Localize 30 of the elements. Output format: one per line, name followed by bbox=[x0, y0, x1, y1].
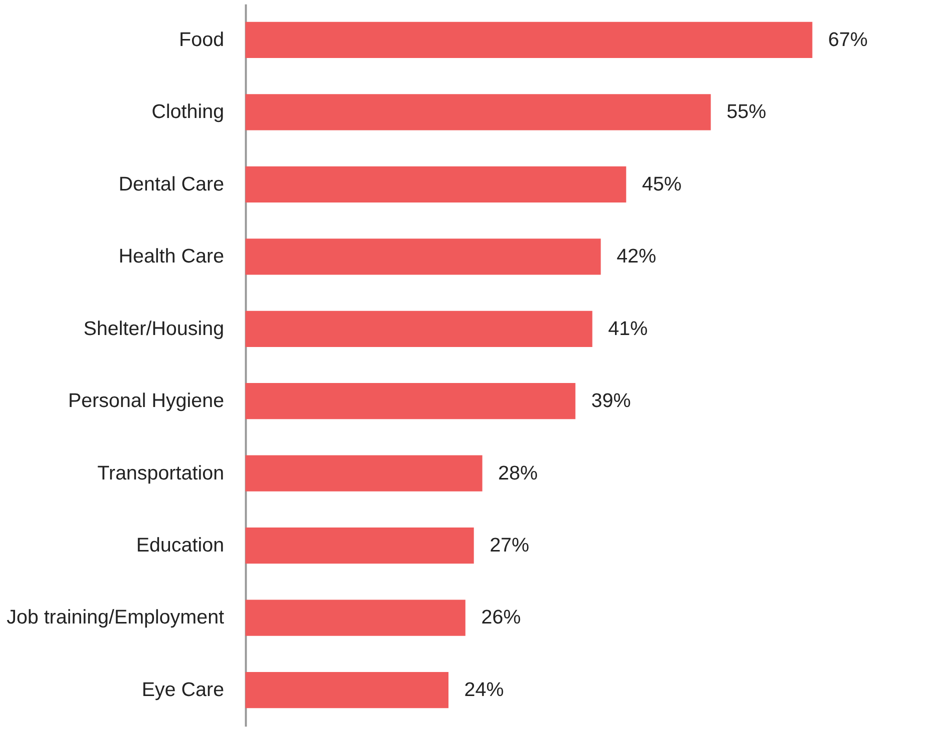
y-tick-label: Clothing bbox=[152, 101, 224, 124]
bar bbox=[245, 94, 711, 130]
bar bbox=[245, 455, 482, 492]
y-tick-label: Education bbox=[136, 534, 224, 557]
data-label: 28% bbox=[498, 462, 538, 484]
data-label: 42% bbox=[616, 246, 656, 268]
bar bbox=[245, 672, 448, 708]
data-label: 24% bbox=[464, 678, 504, 701]
data-label: 39% bbox=[591, 390, 631, 412]
bar bbox=[245, 383, 576, 420]
y-tick-label: Personal Hygiene bbox=[68, 390, 224, 412]
bar bbox=[245, 528, 474, 564]
bar bbox=[245, 310, 592, 347]
bar bbox=[245, 22, 812, 58]
y-tick-label: Job training/Employment bbox=[6, 606, 225, 629]
data-label: 67% bbox=[828, 28, 868, 51]
bar bbox=[245, 238, 601, 275]
y-tick-label: Transportation bbox=[97, 462, 224, 484]
y-tick-label: Food bbox=[179, 28, 224, 51]
y-tick-label: Dental Care bbox=[118, 173, 224, 196]
data-label: 45% bbox=[642, 173, 682, 196]
data-label: 26% bbox=[481, 606, 521, 629]
bar bbox=[245, 166, 626, 202]
data-label: 55% bbox=[726, 101, 766, 124]
data-label: 41% bbox=[608, 318, 648, 340]
y-tick-label: Shelter/Housing bbox=[83, 318, 224, 340]
bar bbox=[245, 600, 466, 636]
y-tick-label: Eye Care bbox=[142, 678, 224, 701]
y-tick-label: Health Care bbox=[118, 246, 224, 268]
data-label: 27% bbox=[490, 534, 530, 557]
